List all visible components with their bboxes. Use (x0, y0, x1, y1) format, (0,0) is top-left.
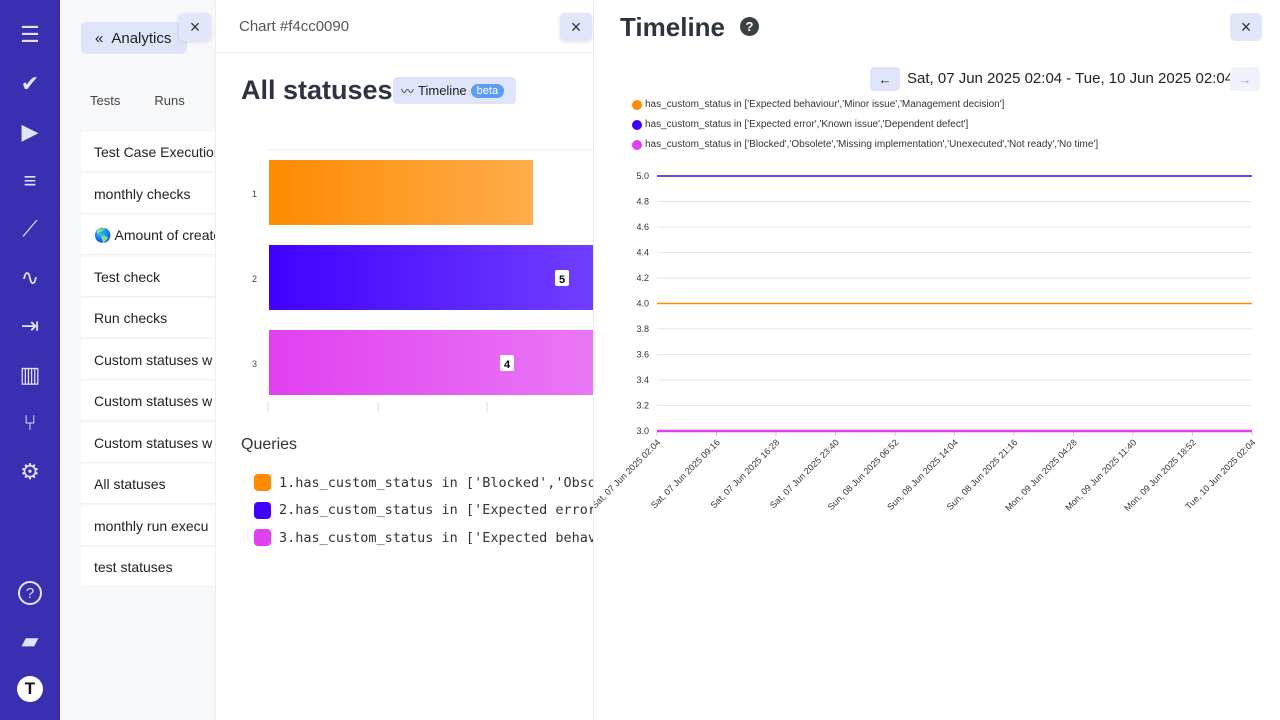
close-timeline-button[interactable]: × (1230, 13, 1262, 41)
chart-panel: Chart #f4cc0090 All statuses 〰 Timeline be… (215, 0, 593, 720)
legend-dot (632, 139, 642, 150)
check-icon[interactable]: ✔ (20, 70, 40, 96)
close-list-button[interactable]: × (179, 13, 211, 41)
bar (269, 330, 593, 395)
prev-range-button[interactable]: ← (870, 67, 900, 91)
bar (269, 160, 533, 225)
y-tick-label: 3.6 (636, 350, 649, 360)
legend-item[interactable]: has_custom_status in ['Blocked','Obsolet… (632, 139, 1098, 150)
color-swatch (254, 501, 271, 519)
x-tick-label: Sat, 07 Jun 2025 23:40 (768, 437, 841, 510)
list-item[interactable]: Custom statuses w (81, 422, 215, 463)
bar (269, 245, 593, 310)
query-item[interactable]: 3.has_custom_status in ['Expected behavi… (254, 529, 593, 546)
y-tick-label: 3.4 (636, 375, 649, 385)
query-item[interactable]: 1.has_custom_status in ['Blocked','Obsol… (254, 474, 593, 491)
menu-icon[interactable]: ☰ (20, 22, 40, 47)
gear-icon[interactable]: ⚙ (20, 458, 40, 484)
x-tick-label: Tue, 10 Jun 2025 02:04 (1183, 437, 1257, 511)
y-tick-label: 5.0 (636, 171, 649, 181)
legend-dot (632, 99, 642, 110)
avatar-icon[interactable]: T (17, 676, 43, 702)
query-item[interactable]: 2.has_custom_status in ['Expected error'… (254, 501, 593, 519)
color-swatch (254, 474, 271, 491)
beta-badge: beta (470, 83, 505, 98)
category-label: 3 (252, 359, 257, 369)
y-tick-label: 4.2 (636, 273, 649, 283)
y-tick-label: 4.4 (636, 248, 649, 258)
timeline-title: Timeline (620, 12, 726, 42)
data-label: 5 (559, 274, 565, 286)
import-icon[interactable]: ⇥ (20, 313, 40, 338)
list-item[interactable]: All statuses (81, 464, 215, 504)
tab-tests[interactable]: Tests (90, 93, 121, 108)
double-chevron-left-icon: « (95, 29, 104, 47)
x-tick-label: Sat, 07 Jun 2025 09:16 (649, 437, 722, 510)
date-range: Sat, 07 Jun 2025 02:04 - Tue, 10 Jun 202… (907, 70, 1234, 87)
list-item[interactable]: monthly run execu (81, 505, 215, 546)
chart-icon[interactable]: ▥ (19, 361, 41, 387)
bar-chart: 1 2 5 3 4 (252, 149, 593, 412)
queries-title: Queries (241, 436, 298, 453)
list-check-icon[interactable]: ≡ (23, 167, 37, 193)
list-item[interactable]: Custom statuses w (81, 339, 215, 380)
analytics-list-panel: «Analytics Tests Runs Test Case Execution… (60, 0, 215, 720)
help-icon[interactable]: ? (740, 17, 759, 36)
list-item[interactable]: monthly checks (81, 173, 215, 214)
tab-runs[interactable]: Runs (154, 93, 185, 108)
steps-icon[interactable]: ⟋ (22, 216, 38, 241)
data-label: 4 (504, 359, 511, 371)
close-chart-button[interactable]: × (560, 13, 592, 41)
chart-title: All statuses (241, 75, 393, 105)
list-item[interactable]: Run checks (81, 298, 215, 338)
timeline-button[interactable]: 〰 Timeline beta (393, 77, 516, 104)
category-label: 1 (252, 189, 257, 199)
trend-icon: 〰 (401, 84, 415, 99)
play-icon[interactable]: ▶ (21, 119, 39, 144)
y-tick-label: 4.6 (636, 222, 649, 232)
x-tick-label: Sat, 07 Jun 2025 16:28 (709, 437, 782, 510)
list-item[interactable]: test statuses (81, 547, 215, 587)
y-tick-label: 3.2 (636, 401, 649, 411)
chart-id-header: Chart #f4cc0090 (216, 0, 593, 53)
analytics-back-button[interactable]: «Analytics (81, 22, 187, 54)
y-tick-label: 4.8 (636, 197, 649, 207)
pulse-icon[interactable]: ∿ (20, 264, 40, 290)
color-swatch (254, 529, 271, 546)
list-item[interactable]: Custom statuses w (81, 381, 215, 421)
main-nav: ☰ ✔ ▶ ≡ ⟋ ∿ ⇥ ▥ ⑂ ⚙? ▰ T (0, 0, 60, 720)
folder-icon[interactable]: ▰ (21, 628, 39, 653)
y-tick-label: 3.8 (636, 324, 649, 334)
branch-icon[interactable]: ⑂ (23, 410, 37, 435)
timeline-panel: Timeline ? × ← Sat, 07 Jun 2025 02:04 - … (593, 0, 1280, 720)
legend-dot (632, 119, 642, 130)
legend-item[interactable]: has_custom_status in ['Expected behaviou… (632, 99, 1004, 110)
next-range-button[interactable]: → (1230, 67, 1260, 91)
list-item[interactable]: Test Case Execution (81, 132, 215, 172)
help-icon[interactable]: ? (18, 581, 42, 605)
list-item[interactable]: 🌎 Amount of created (81, 215, 215, 255)
list-item[interactable]: Test check (81, 256, 215, 297)
y-tick-label: 4.0 (636, 299, 649, 309)
legend-item[interactable]: has_custom_status in ['Expected error','… (632, 119, 968, 130)
category-label: 2 (252, 274, 257, 284)
y-tick-label: 3.0 (636, 426, 649, 436)
